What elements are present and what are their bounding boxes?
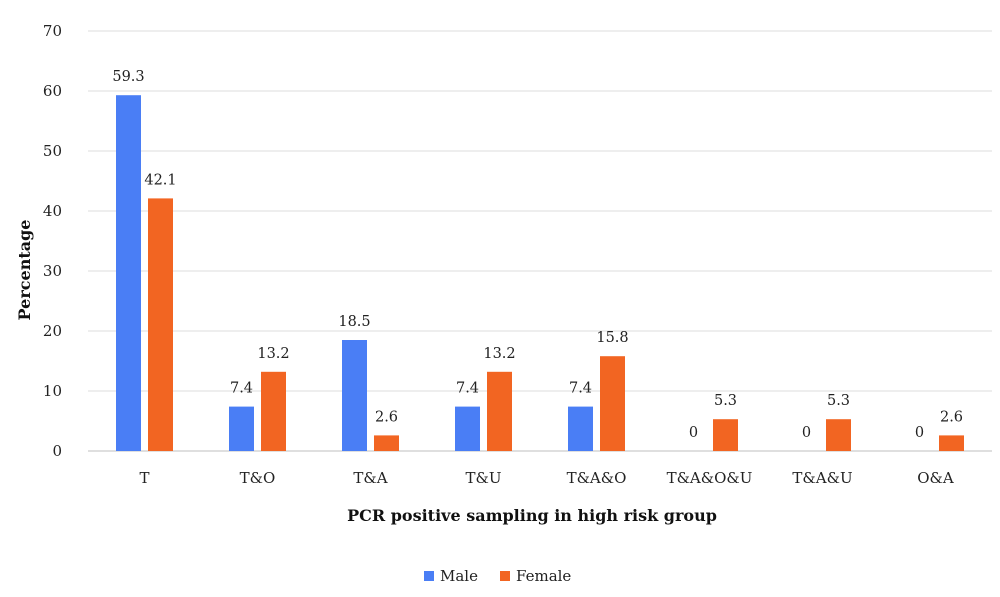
x-axis-ticks: T T&O T&A T&U T&A&O T&A&O&U T&A&U O&A [139, 469, 953, 487]
data-label-female-3: 13.2 [483, 346, 515, 362]
data-label-male-5: 0 [689, 425, 698, 441]
x-tick-label: T&A [353, 469, 387, 487]
legend-swatch-female [500, 571, 510, 581]
data-label-female-5: 5.3 [714, 393, 737, 409]
x-axis-title: PCR positive sampling in high risk group [347, 506, 717, 525]
data-label-female-2: 2.6 [375, 409, 398, 425]
bar-female-3 [487, 371, 512, 451]
bar-female-5 [713, 419, 738, 451]
data-label-male-6: 0 [802, 425, 811, 441]
data-label-male-2: 18.5 [338, 314, 370, 330]
y-tick-label: 0 [52, 442, 62, 460]
data-label-female-0: 42.1 [144, 172, 176, 188]
data-label-male-7: 0 [915, 425, 924, 441]
data-label-female-4: 15.8 [596, 330, 628, 346]
x-tick-label: T [139, 469, 149, 487]
data-label-female-1: 13.2 [257, 346, 289, 362]
bar-female-4 [600, 356, 625, 451]
x-tick-label: T&A&O [567, 469, 627, 487]
y-axis-title: Percentage [15, 220, 34, 321]
data-label-female-7: 2.6 [940, 409, 963, 425]
y-tick-label: 60 [43, 82, 62, 100]
bar-female-2 [374, 435, 399, 451]
x-tick-label: T&U [466, 469, 502, 487]
x-tick-label: T&O [240, 469, 276, 487]
bar-female-1 [261, 371, 286, 451]
data-labels: 59.3 42.1 7.4 13.2 18.5 2.6 7.4 13.2 7.4 15.8 0 5.3… [112, 69, 963, 441]
data-label-male-4: 7.4 [569, 381, 592, 397]
bar-male-2 [342, 340, 367, 451]
bar-male-1 [229, 406, 254, 451]
x-tick-label: T&A&U [792, 469, 852, 487]
bar-female-6 [826, 419, 851, 451]
bar-male-4 [568, 406, 593, 451]
legend-label-female: Female [516, 567, 571, 585]
gridlines [88, 30, 992, 452]
y-tick-label: 40 [43, 202, 62, 220]
legend-label-male: Male [440, 567, 478, 585]
bar-male-0 [116, 95, 141, 451]
bars [116, 95, 964, 451]
data-label-female-6: 5.3 [827, 393, 850, 409]
y-tick-label: 30 [43, 262, 62, 280]
data-label-male-0: 59.3 [112, 69, 144, 85]
legend: Male Female [424, 567, 571, 585]
bar-female-0 [148, 198, 173, 451]
data-label-male-1: 7.4 [230, 381, 253, 397]
y-tick-label: 50 [43, 142, 62, 160]
y-tick-label: 70 [43, 22, 62, 40]
y-tick-label: 20 [43, 322, 62, 340]
y-axis-ticks: 0 10 20 30 40 50 60 70 [43, 22, 62, 460]
x-tick-label: O&A [917, 469, 954, 487]
y-tick-label: 10 [43, 382, 62, 400]
bar-female-7 [939, 435, 964, 451]
bar-male-3 [455, 406, 480, 451]
legend-swatch-male [424, 571, 434, 581]
x-tick-label: T&A&O&U [667, 469, 753, 487]
data-label-male-3: 7.4 [456, 381, 479, 397]
